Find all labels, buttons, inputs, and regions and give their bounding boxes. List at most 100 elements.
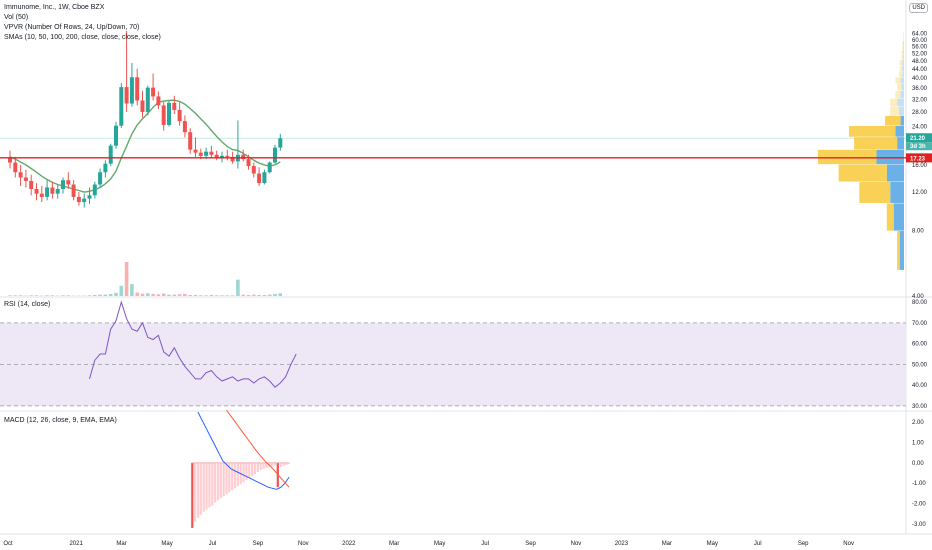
vpvr-down-bar — [899, 231, 904, 270]
macd-hist-bar — [288, 462, 291, 464]
volume-bar — [119, 285, 124, 296]
macd-hist-bar — [214, 462, 217, 503]
volume-legend[interactable]: Vol (50) — [4, 14, 29, 21]
vpvr-up-bar — [818, 149, 877, 165]
price-tick-label: 8.00 — [912, 228, 924, 234]
macd-tick-label: 0.00 — [912, 461, 924, 467]
rsi-line — [89, 300, 297, 388]
macd-hist-bar — [228, 462, 231, 493]
candle-body — [177, 109, 182, 122]
macd-hist-bar — [225, 462, 228, 495]
sma-line — [9, 99, 281, 193]
time-tick-label: Sep — [798, 541, 809, 547]
candle-body — [55, 188, 60, 194]
sma-10-line — [9, 99, 281, 193]
candle-body — [34, 188, 39, 194]
candle-body — [251, 166, 256, 174]
candle-body — [50, 187, 55, 194]
volume-bar — [18, 295, 23, 296]
macd-title[interactable]: MACD (12, 26, close, 9, EMA, EMA) — [4, 417, 117, 424]
vpvr-up-bar — [903, 36, 904, 41]
time-tick-label: Oct — [3, 541, 13, 547]
macd-hist-bar — [199, 462, 202, 515]
vpvr-down-bar — [900, 90, 904, 99]
candle-body — [103, 163, 108, 173]
volume-bar — [199, 295, 203, 296]
macd-tick-label: -1.00 — [912, 481, 926, 487]
volume-bar — [241, 294, 245, 296]
volume-bar — [204, 295, 208, 296]
countdown-text: 3d 3h — [910, 144, 926, 150]
price-tick-label: 40.00 — [912, 76, 928, 82]
volume-bar — [193, 294, 198, 296]
time-tick-label: Jul — [754, 541, 762, 547]
price-axis[interactable]: 4.008.0012.0016.0020.0024.0028.0032.0036… — [912, 32, 928, 300]
candle-body — [108, 145, 113, 164]
price-tick-label: 28.00 — [912, 110, 928, 116]
volume-bar — [188, 294, 192, 296]
candle-body — [156, 96, 161, 106]
volume-bar — [167, 294, 171, 296]
volume-bar — [246, 294, 251, 296]
time-tick-label: Nov — [843, 541, 854, 547]
macd-hist-bar — [216, 462, 220, 501]
candle-body — [198, 152, 203, 156]
price-tick-label: 64.00 — [912, 32, 928, 38]
sma-legend[interactable]: SMAs (10, 50, 100, 200, close, close, cl… — [4, 34, 161, 41]
volume-bar — [161, 293, 166, 296]
vpvr-up-bar — [890, 106, 899, 116]
candle-body — [161, 105, 166, 125]
price-tick-label: 12.00 — [912, 190, 928, 196]
time-tick-label: Sep — [525, 541, 536, 547]
volume-bar — [98, 294, 102, 296]
volume-bar — [130, 284, 134, 296]
candle-body — [87, 195, 92, 199]
macd-hist-bar — [191, 462, 194, 528]
volume-bar — [140, 293, 145, 296]
macd-hist-bar — [194, 462, 197, 522]
volume-bar — [172, 294, 177, 296]
vpvr-up-bar — [890, 98, 898, 107]
time-tick-label: Mar — [389, 541, 399, 547]
candle-body — [8, 158, 12, 163]
macd-hist-bar — [236, 462, 239, 487]
macd-hist-bar — [251, 462, 254, 477]
vpvr-down-bar — [902, 71, 904, 77]
volume-bar — [236, 279, 240, 296]
candle-body — [182, 121, 187, 133]
vpvr-down-bar — [890, 181, 904, 203]
last-price-tag — [906, 133, 932, 143]
vpvr-up-bar — [899, 60, 903, 66]
vpvr-down-bar — [903, 45, 904, 50]
vpvr-down-bar — [895, 125, 904, 137]
currency-badge[interactable]: USD — [909, 3, 928, 13]
rsi-title[interactable]: RSI (14, close) — [4, 301, 51, 308]
volume-bar — [29, 295, 33, 296]
vpvr-up-bar — [854, 137, 898, 150]
time-tick-label: Jul — [209, 541, 217, 547]
candle-body — [273, 147, 277, 163]
chart-title[interactable]: Immunome, Inc., 1W, Cboe BZX — [4, 4, 105, 11]
time-axis[interactable]: Oct 2021 Mar May Jul Sep Nov 2022 Mar May Jul Sep No… — [3, 541, 854, 547]
candle-body — [71, 184, 76, 197]
vpvr-legend[interactable]: VPVR (Number Of Rows, 24, Up/Down, 70) — [4, 24, 140, 31]
candle-body — [241, 154, 246, 160]
vpvr-up-bar — [859, 181, 891, 203]
vpvr-down-bar — [897, 98, 904, 107]
grid — [0, 0, 932, 535]
rsi-tick-label: 70.00 — [912, 321, 928, 327]
candle-body — [151, 87, 156, 97]
macd-hist-bar — [205, 462, 208, 510]
volume-bar — [124, 262, 129, 296]
macd-hist-bar — [196, 462, 200, 518]
candle-body — [145, 87, 150, 112]
volume-bar — [262, 294, 267, 296]
macd-hist-bar — [248, 462, 251, 479]
vpvr-up-bar — [902, 41, 904, 46]
macd-hist-bar — [259, 462, 262, 470]
vpvr-down-bar — [900, 77, 904, 84]
price-tick-label: 56.00 — [912, 44, 928, 50]
time-tick-label: Nov — [298, 541, 309, 547]
vpvr-up-bar — [897, 83, 902, 91]
